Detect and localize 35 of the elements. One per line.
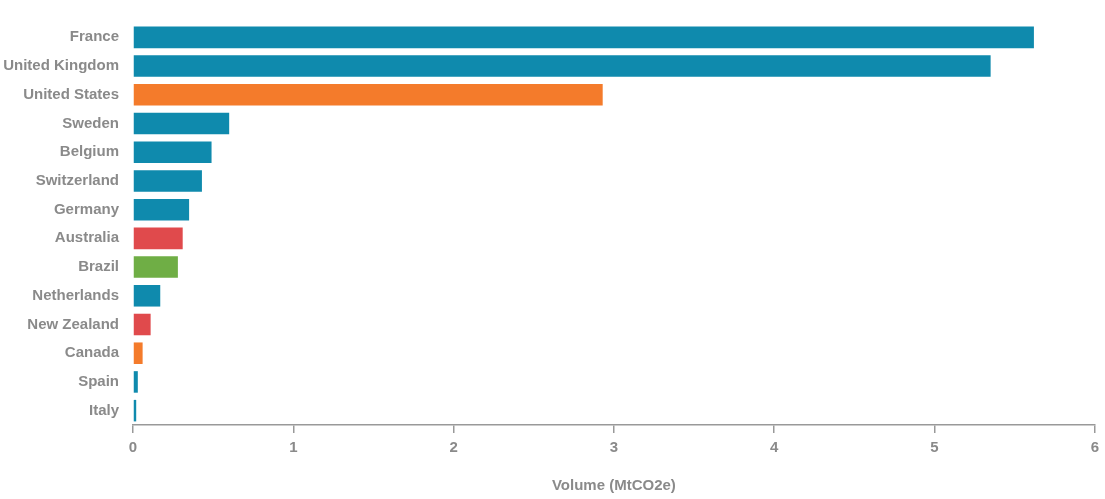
y-tick-label: Australia	[54, 228, 120, 246]
x-tick-label: 6	[1090, 438, 1099, 456]
bar	[133, 84, 603, 106]
y-tick-label: Netherlands	[32, 285, 119, 303]
y-tick-label: Germany	[53, 199, 120, 217]
bar	[133, 26, 1034, 49]
x-axis-title: Volume (MtCO2e)	[551, 476, 676, 494]
bar	[133, 342, 143, 364]
x-tick-label: 4	[770, 438, 780, 456]
bar	[133, 371, 138, 393]
y-tick-label: United States	[23, 84, 119, 102]
x-tick-label: 2	[449, 438, 458, 456]
y-tick-label: Belgium	[59, 142, 119, 160]
bar	[133, 141, 212, 163]
y-tick-label: New Zealand	[27, 314, 119, 332]
bar	[133, 112, 230, 135]
bar	[133, 256, 178, 278]
bar	[133, 170, 202, 192]
y-tick-label: United Kingdom	[3, 56, 119, 74]
bar	[133, 285, 161, 307]
y-tick-label: Italy	[88, 400, 120, 418]
y-tick-label: Sweden	[62, 113, 119, 131]
y-tick-label: Canada	[64, 343, 120, 361]
bar	[133, 227, 183, 250]
bar	[133, 55, 991, 77]
bar	[133, 198, 190, 221]
y-tick-label: Spain	[78, 372, 119, 390]
x-tick-label: 3	[609, 438, 619, 456]
y-tick-label: Brazil	[78, 257, 119, 275]
y-tick-label: Switzerland	[35, 171, 119, 189]
bar	[133, 313, 151, 336]
x-tick-label: 1	[289, 438, 298, 456]
x-tick-label: 5	[930, 438, 939, 456]
y-tick-label: France	[69, 27, 119, 45]
x-tick-label: 0	[128, 438, 138, 456]
